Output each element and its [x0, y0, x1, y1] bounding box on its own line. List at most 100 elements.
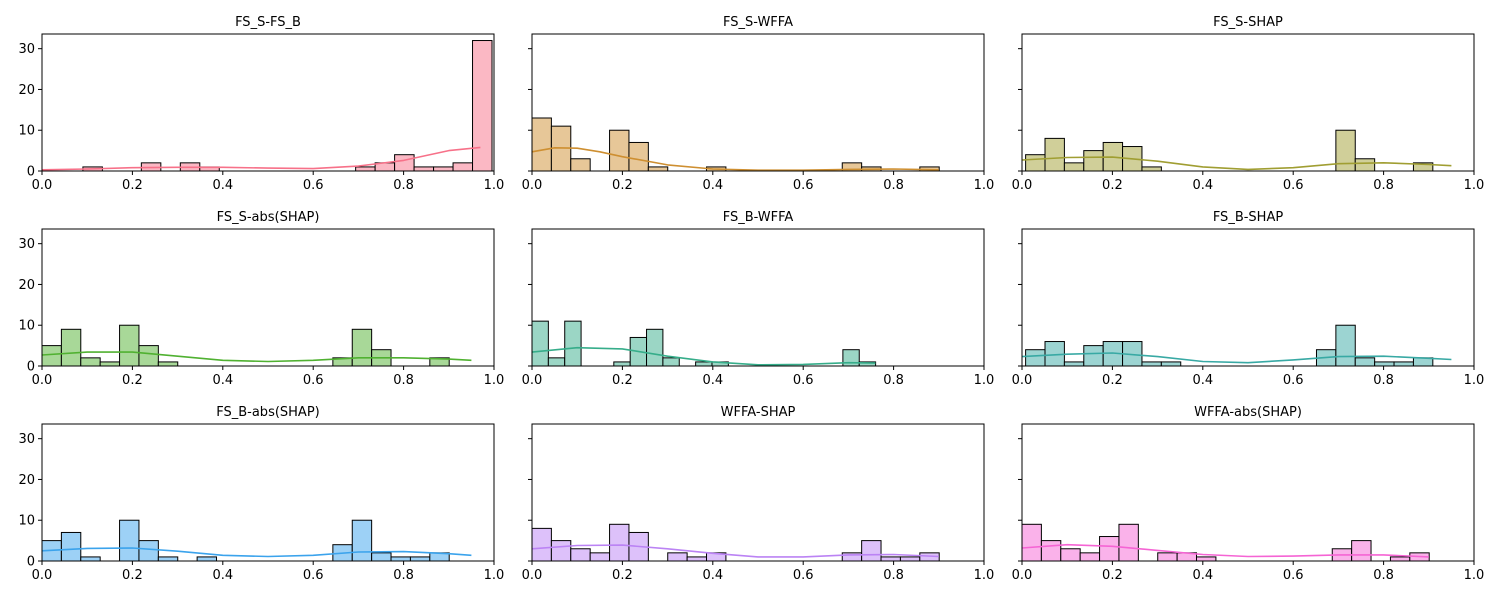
- x-tick-label: 0.2: [1102, 568, 1123, 583]
- axes-frame: [1021, 33, 1475, 172]
- x-tick-label: 0.6: [303, 373, 324, 388]
- y-tick-label: 0: [27, 360, 35, 375]
- x-tick-label: 0.6: [793, 178, 814, 193]
- x-tick-label: 0.8: [393, 373, 414, 388]
- histogram-bar: [60, 328, 82, 367]
- histogram-bar: [41, 345, 62, 367]
- histogram-bar: [531, 117, 552, 172]
- y-tick-label: 10: [18, 124, 35, 139]
- histogram-bar: [80, 556, 101, 562]
- histogram-bar: [1118, 523, 1139, 562]
- histogram-bar: [550, 540, 572, 562]
- x-tick-label: 0.4: [702, 178, 723, 193]
- subplot-title: FS_B-WFFA: [723, 210, 794, 225]
- histogram-bar: [1354, 357, 1376, 367]
- subplot-title: WFFA-SHAP: [721, 405, 796, 420]
- y-tick-label: 20: [18, 83, 35, 98]
- histogram-bar: [570, 548, 591, 562]
- x-tick-label: 0.0: [32, 178, 53, 193]
- x-tick-label: 0.0: [1012, 178, 1033, 193]
- axes-frame: [41, 33, 495, 172]
- histogram-bar: [1063, 162, 1085, 172]
- x-tick-label: 0.8: [883, 178, 904, 193]
- histogram-bar: [531, 527, 552, 562]
- subplot-6: FS_B-SHAP 0.0 0.2 0.4 0.6 0.8 1.0: [1012, 210, 1485, 388]
- subplot-title: FS_S-SHAP: [1213, 15, 1283, 30]
- histogram-bar: [60, 531, 82, 562]
- subplot-3: FS_S-SHAP 0.0 0.2 0.4 0.6 0.8 1.0: [1012, 15, 1485, 193]
- x-tick-label: 0.6: [303, 568, 324, 583]
- histogram-bar: [409, 556, 431, 562]
- subplot-2: FS_S-WFFA 0.0 0.2 0.4 0.6 0.8 1.0: [522, 15, 995, 193]
- histogram-bar: [119, 519, 140, 562]
- histogram-bar: [1044, 137, 1065, 172]
- histogram-bar: [1160, 361, 1182, 367]
- histogram-bar: [138, 345, 159, 367]
- histogram-bar: [1083, 150, 1104, 172]
- subplot-title: FS_S-abs(SHAP): [217, 210, 320, 225]
- y-tick-label: 0: [27, 555, 35, 570]
- x-tick-label: 0.2: [612, 178, 633, 193]
- x-tick-label: 0.2: [122, 373, 143, 388]
- y-tick-label: 30: [18, 42, 35, 57]
- histogram-bar: [609, 129, 630, 172]
- kde-line: [531, 346, 876, 366]
- histogram-bar: [351, 328, 373, 367]
- x-tick-label: 1.0: [974, 178, 995, 193]
- histogram-bar: [355, 166, 376, 172]
- histogram-bar: [1335, 129, 1356, 172]
- histogram-bar: [695, 361, 713, 367]
- histogram-bar: [196, 556, 218, 562]
- histogram-bar: [1354, 158, 1376, 172]
- histogram-bar: [1099, 536, 1120, 562]
- x-tick-label: 0.4: [212, 568, 233, 583]
- histogram-bar: [1389, 556, 1411, 562]
- histogram-bar: [394, 154, 415, 172]
- histogram-bar: [1025, 349, 1046, 367]
- x-tick-label: 0.4: [1192, 373, 1213, 388]
- x-tick-label: 0.8: [883, 373, 904, 388]
- x-tick-label: 0.2: [612, 373, 633, 388]
- axes-frame: [531, 423, 985, 562]
- x-tick-label: 0.2: [122, 178, 143, 193]
- histogram-bar: [1079, 552, 1101, 562]
- subplot-1: FS_S-FS_B 0.0 0.2 0.4 0.6 0.8 1.0 0 10 20 30: [18, 15, 504, 193]
- histogram-bar: [371, 552, 392, 562]
- y-tick-label: 30: [18, 237, 35, 252]
- x-tick-label: 0.8: [1373, 568, 1394, 583]
- subplot-title: WFFA-abs(SHAP): [1194, 405, 1302, 420]
- kde-line: [41, 547, 472, 558]
- histogram-bar: [80, 357, 101, 367]
- histogram-bar: [390, 556, 411, 562]
- y-tick-label: 30: [18, 432, 35, 447]
- x-tick-label: 0.6: [793, 568, 814, 583]
- kde-line: [531, 147, 939, 171]
- histogram-bar: [1196, 556, 1217, 562]
- x-tick-label: 0.8: [1373, 373, 1394, 388]
- x-tick-label: 0.6: [793, 373, 814, 388]
- x-tick-label: 0.0: [1012, 373, 1033, 388]
- histogram-bar: [99, 361, 121, 367]
- x-tick-label: 0.4: [702, 568, 723, 583]
- x-tick-label: 1.0: [974, 373, 995, 388]
- x-tick-label: 0.4: [1192, 178, 1213, 193]
- x-tick-label: 1.0: [484, 373, 505, 388]
- axes-frame: [1021, 423, 1475, 562]
- x-tick-label: 0.0: [32, 568, 53, 583]
- x-tick-label: 0.0: [522, 178, 543, 193]
- axes-frame: [41, 228, 495, 367]
- kde-line: [1021, 352, 1452, 364]
- histogram-bar: [861, 540, 882, 562]
- subplot-9: WFFA-abs(SHAP) 0.0 0.2 0.4 0.6 0.8 1.0: [1012, 405, 1485, 583]
- histogram-bar: [413, 166, 435, 172]
- x-tick-label: 0.4: [212, 178, 233, 193]
- kde-line: [1021, 543, 1429, 558]
- x-tick-label: 0.6: [1283, 568, 1304, 583]
- axes-frame: [41, 423, 495, 562]
- x-tick-label: 1.0: [1464, 568, 1485, 583]
- kde-line: [531, 544, 939, 558]
- histogram-bar: [564, 320, 582, 367]
- histogram-bar: [613, 361, 631, 367]
- x-tick-label: 0.0: [32, 373, 53, 388]
